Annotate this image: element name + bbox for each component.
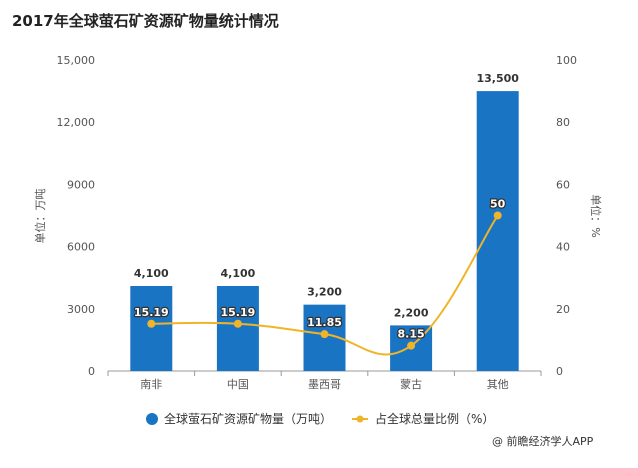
y-tick-label: 9000 (67, 178, 95, 191)
bar-value-label: 2,200 (394, 306, 429, 319)
y2-tick-label: 80 (556, 116, 570, 129)
bar (476, 91, 519, 371)
y-tick-label: 6000 (67, 241, 95, 254)
x-tick-label: 南非 (140, 378, 162, 391)
x-tick-label: 中国 (227, 378, 249, 391)
y2-tick-label: 40 (556, 241, 570, 254)
x-tick-label: 蒙古 (400, 378, 422, 391)
chart-title: 2017年全球萤石矿资源矿物量统计情况 (12, 12, 279, 30)
bar-value-label: 4,100 (221, 267, 256, 280)
y-tick-label: 0 (88, 365, 95, 378)
bar-value-label: 4,100 (134, 267, 169, 280)
legend-line-dot (356, 415, 364, 423)
legend-bar-label: 全球萤石矿资源矿物量（万吨） (164, 411, 332, 426)
line-point (147, 319, 156, 328)
line-point (233, 319, 242, 328)
legend-line-label: 占全球总量比例（%） (375, 411, 494, 426)
bar-value-label: 3,200 (307, 286, 342, 299)
line-point (320, 330, 329, 339)
source-credit: @ 前瞻经济学人APP (492, 434, 594, 448)
y-tick-label: 12,000 (57, 116, 96, 129)
y2-tick-label: 20 (556, 303, 570, 316)
y2-tick-label: 60 (556, 178, 570, 191)
legend: 全球萤石矿资源矿物量（万吨） 占全球总量比例（%） (146, 411, 494, 426)
bar-value-label: 13,500 (476, 72, 519, 85)
x-tick-label: 墨西哥 (308, 378, 341, 391)
y-tick-label: 15,000 (57, 54, 96, 67)
line-value-label: 15.19 (134, 306, 169, 319)
line-value-label: 8.15 (398, 328, 425, 341)
x-tick-label: 其他 (487, 378, 509, 391)
line-point (493, 211, 502, 220)
y-axis-label: 单位：万吨 (33, 189, 47, 244)
legend-bar-marker (146, 413, 158, 425)
line-value-label: 15.19 (221, 306, 256, 319)
line-point (407, 341, 416, 350)
line-value-label: 50 (490, 198, 506, 211)
y-tick-label: 3000 (67, 303, 95, 316)
line-value-label: 11.85 (307, 316, 342, 329)
y2-axis-label: 单位：% (589, 194, 603, 237)
series-line (151, 214, 499, 356)
bar (216, 285, 259, 371)
bar (130, 285, 173, 371)
y2-tick-label: 100 (556, 54, 577, 67)
y2-tick-label: 0 (556, 365, 563, 378)
